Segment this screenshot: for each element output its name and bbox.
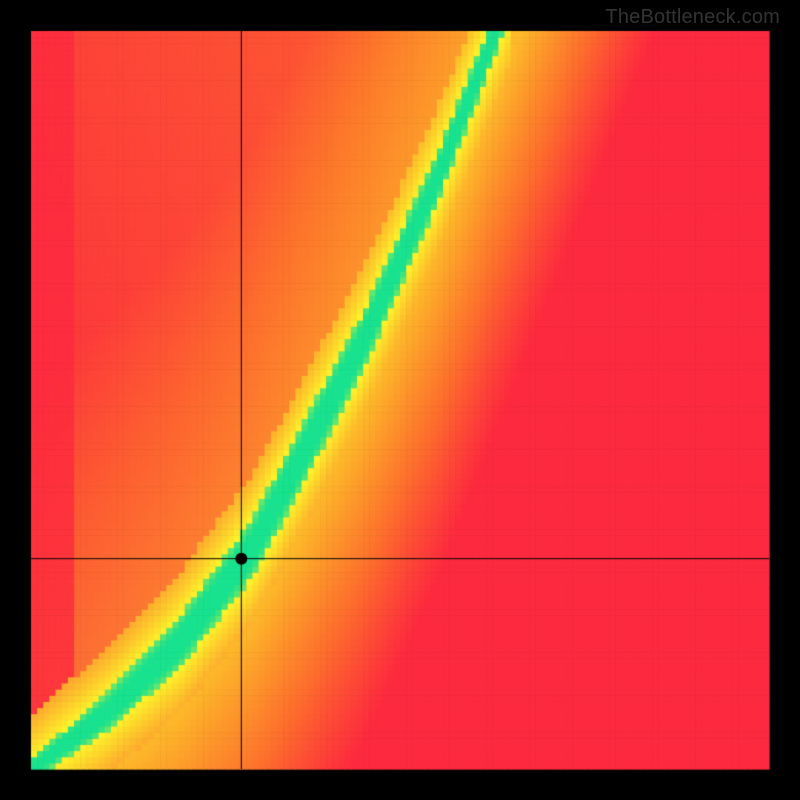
chart-container: TheBottleneck.com	[0, 0, 800, 800]
watermark-text: TheBottleneck.com	[605, 6, 780, 29]
bottleneck-heatmap	[0, 0, 800, 800]
